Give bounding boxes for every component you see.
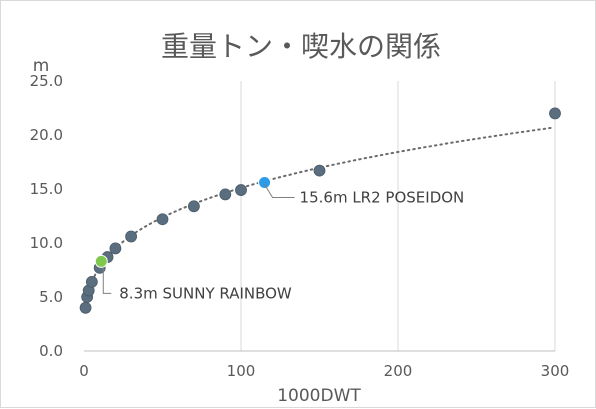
data-point [85,275,98,288]
data-point [109,242,122,255]
y-tick-label: 0.0 [39,342,63,360]
point-layer [79,107,561,314]
data-point [156,213,169,226]
x-tick-label: 300 [541,362,570,380]
trendline [84,126,555,309]
data-point [125,230,138,243]
y-axis-label: m [33,56,50,76]
y-tick-label: 15.0 [30,180,63,198]
x-tick-label: 200 [384,362,413,380]
chart-title: 重量トン・喫水の関係 [161,30,441,63]
x-tick-label: 0 [79,362,89,380]
annotation-label: 8.3m SUNNY RAINBOW [119,284,292,302]
data-point [219,188,232,201]
highlight-point [94,254,108,268]
y-tick-label: 25.0 [30,72,63,90]
axis-layer: 0 100 200 300 0.0 5.0 10.0 15.0 20.0 25.0 [30,72,570,380]
x-axis-label: 1000DWT [277,386,361,406]
data-point [549,107,561,120]
highlight-point [258,176,272,190]
x-tick-label: 100 [227,362,256,380]
data-point [313,164,326,177]
y-tick-label: 5.0 [39,288,63,306]
annotation-label: 15.6m LR2 POSEIDON [300,189,465,207]
trend-layer [84,126,555,309]
data-point [187,200,200,213]
y-tick-label: 20.0 [30,126,63,144]
annotation-layer: 15.6m LR2 POSEIDON 8.3m SUNNY RAINBOW [102,184,465,302]
annotation-leader [264,184,295,199]
annotation-leader [102,267,112,294]
data-point [235,184,247,196]
data-point [79,301,92,314]
y-tick-label: 10.0 [30,234,63,252]
grid-layer [240,81,556,351]
